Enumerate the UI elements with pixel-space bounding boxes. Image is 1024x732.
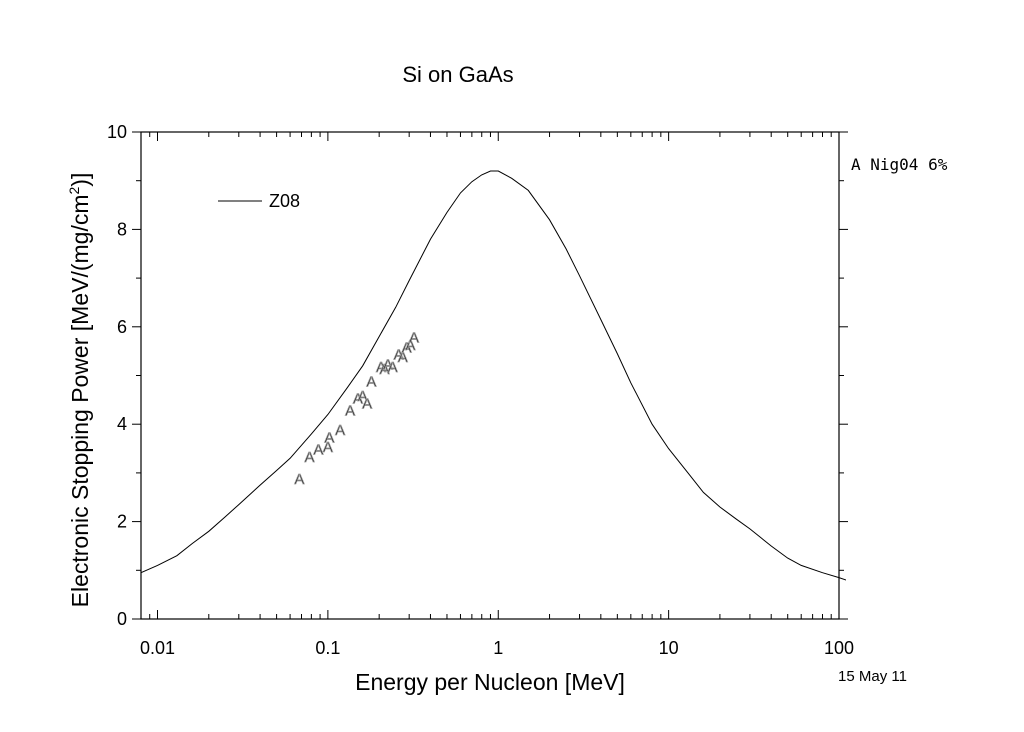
plot-frame (140, 131, 840, 620)
data-point-marker: A (383, 356, 393, 373)
date-annotation: 15 May 11 (838, 668, 907, 685)
data-point-marker: A (294, 471, 304, 488)
data-point-marker: A (345, 403, 355, 420)
data-point-marker: A (402, 339, 412, 356)
data-point-marker: A (380, 361, 390, 378)
chart-title: Si on GaAs (402, 62, 513, 87)
data-point-marker: A (366, 373, 376, 390)
y-axis-label-end: )] (67, 173, 93, 187)
data-point-marker: A (304, 449, 314, 466)
data-point-marker: A (394, 347, 404, 364)
axis-ticks (132, 131, 848, 620)
y-axis-label-superscript: 2 (66, 186, 82, 194)
data-point-marker: A (376, 359, 386, 376)
legend-label-z08: Z08 (269, 191, 300, 211)
y-tick-label: 2 (117, 512, 127, 532)
y-tick-label: 0 (117, 609, 127, 629)
y-axis-label: Electronic Stopping Power [MeV/(mg/cm2)] (66, 173, 93, 608)
x-tick-label: 10 (659, 638, 679, 658)
data-point-marker: A (324, 429, 334, 446)
x-axis-label: Energy per Nucleon [MeV] (355, 669, 625, 695)
y-tick-label: 4 (117, 414, 127, 434)
x-tick-label: 100 (824, 638, 854, 658)
data-point-marker: A (358, 388, 368, 405)
x-tick-label: 0.1 (315, 638, 340, 658)
x-tick-label: 1 (493, 638, 503, 658)
axis-tick-labels: 0.01 0.1 1 10 100 0 2 4 6 8 10 (107, 122, 854, 658)
y-tick-label: 10 (107, 122, 127, 142)
y-tick-label: 8 (117, 219, 127, 239)
data-point-marker: A (353, 390, 363, 407)
y-axis-label-main: Electronic Stopping Power [MeV/(mg/cm (67, 194, 93, 607)
data-point-marker: A (313, 442, 323, 459)
data-point-marker: A (398, 349, 408, 366)
x-tick-label: 0.01 (140, 638, 175, 658)
data-point-marker: A (388, 359, 398, 376)
data-point-marker: A (335, 422, 345, 439)
legend: Z08 (218, 191, 300, 211)
data-point-marker: A (362, 395, 372, 412)
data-point-marker: A (323, 439, 333, 456)
data-point-marker: A (405, 337, 415, 354)
reference-annotation: A Nig04 6% (851, 155, 948, 174)
data-point-marker: A (409, 330, 419, 347)
y-tick-label: 6 (117, 317, 127, 337)
series-line-z08 (141, 170, 846, 581)
